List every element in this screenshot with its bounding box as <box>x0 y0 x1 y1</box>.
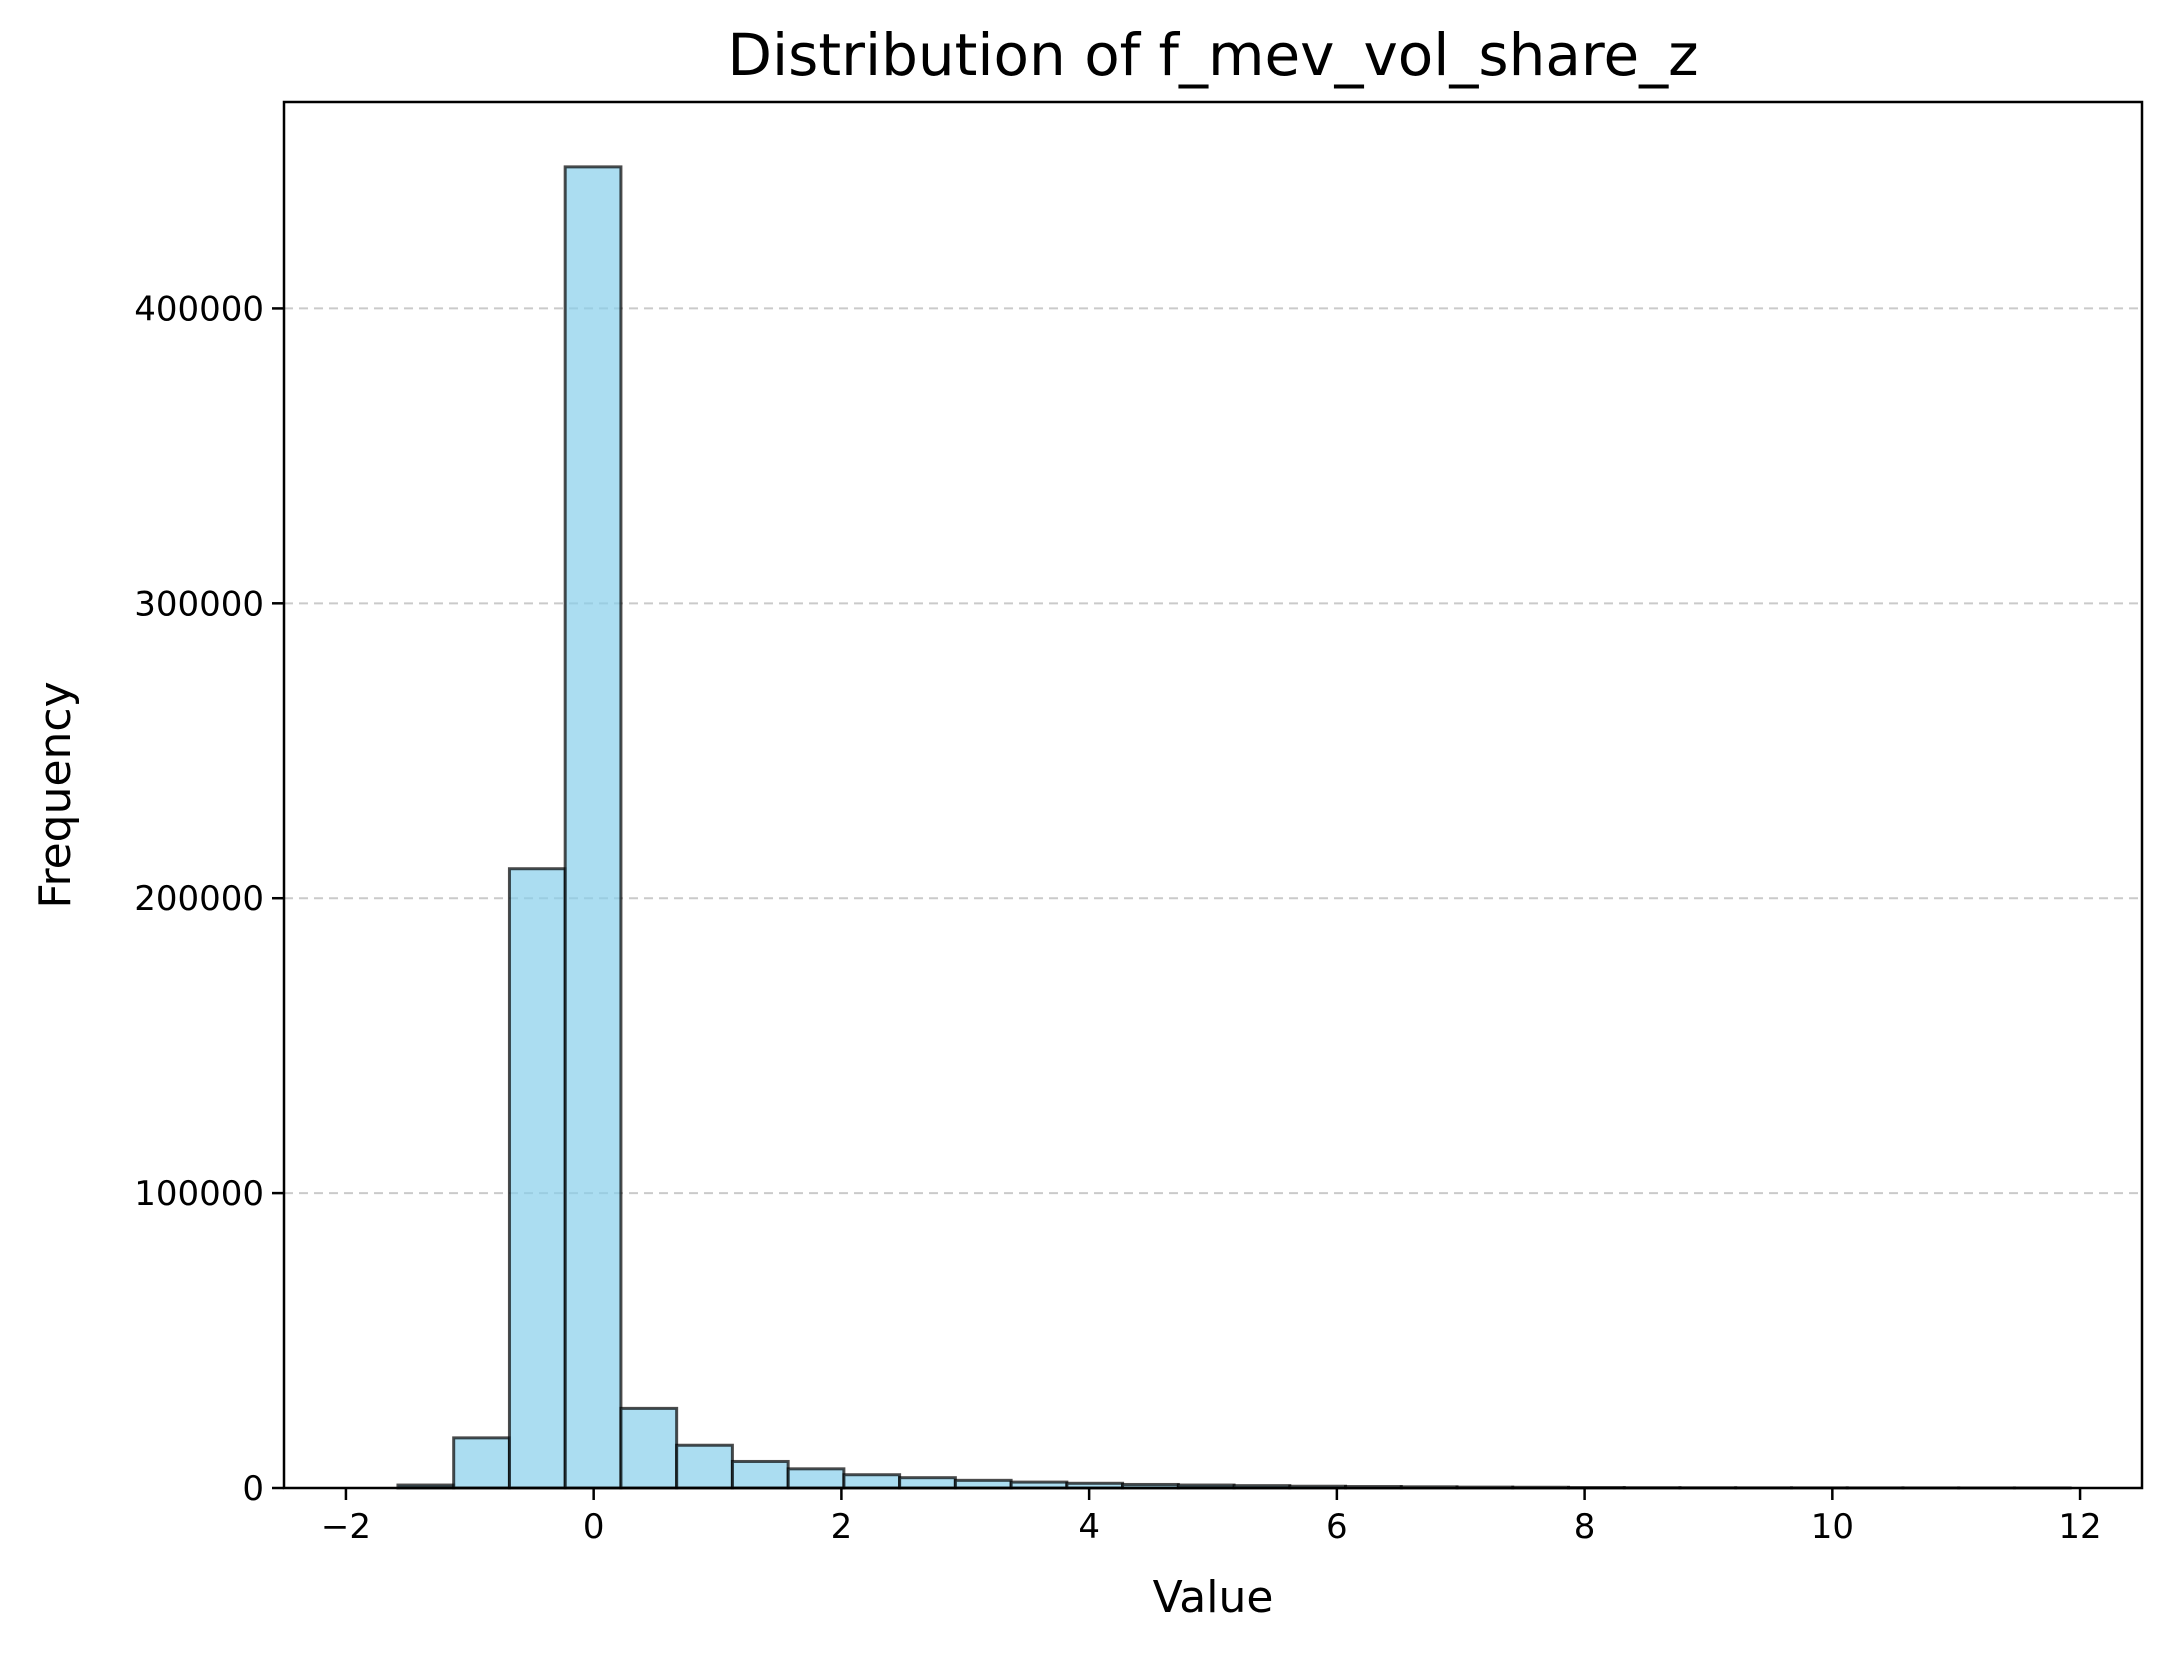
histogram-bar <box>563 165 623 1490</box>
histogram-bar <box>786 1467 846 1490</box>
x-tick-label: 12 <box>2058 1507 2101 1547</box>
plot-area-frame <box>282 100 2144 1490</box>
x-tick-label: 10 <box>1811 1507 1854 1547</box>
histogram-bars <box>396 165 2072 1490</box>
histogram-bar <box>452 1436 511 1490</box>
y-tick-label: 0 <box>242 1469 264 1509</box>
histogram-bar <box>675 1443 734 1490</box>
y-tick-label: 200000 <box>134 879 264 919</box>
x-axis-label: Value <box>1153 1572 1274 1623</box>
x-tick-label: 0 <box>583 1507 605 1547</box>
histogram-bar <box>507 867 567 1490</box>
y-tick-label: 100000 <box>134 1174 264 1214</box>
y-tick-label: 400000 <box>134 289 264 329</box>
histogram-bar <box>842 1473 902 1490</box>
x-tick-label: −2 <box>321 1507 371 1547</box>
x-tick-label: 6 <box>1326 1507 1348 1547</box>
x-tick-label: 4 <box>1078 1507 1100 1547</box>
histogram-bar <box>619 1406 679 1490</box>
x-tick-label: 2 <box>831 1507 853 1547</box>
y-gridlines <box>284 307 2142 1195</box>
histogram-bar <box>730 1459 790 1490</box>
y-axis-ticks: 0 100000 200000 300000 400000 <box>134 289 284 1509</box>
y-tick-label: 300000 <box>134 584 264 624</box>
chart-title: Distribution of f_mev_vol_share_z <box>727 21 1698 89</box>
y-axis-label: Frequency <box>30 681 81 908</box>
x-tick-label: 8 <box>1574 1507 1596 1547</box>
histogram-bar <box>898 1476 957 1490</box>
x-axis-ticks: −2 0 2 4 6 8 10 12 <box>321 1488 2102 1547</box>
